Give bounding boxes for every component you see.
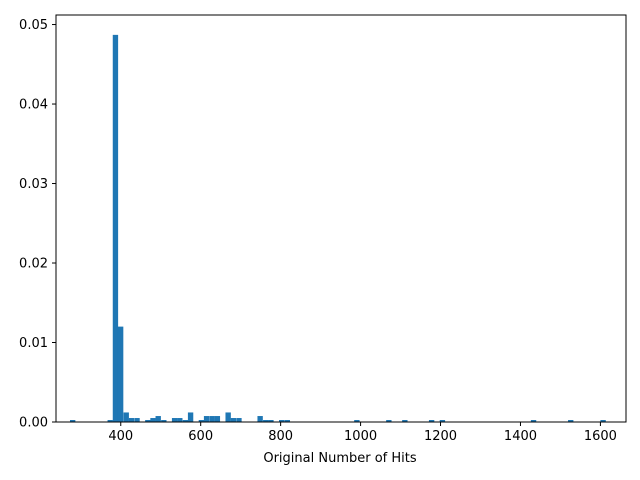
histogram-bar	[263, 420, 269, 422]
x-tick-label: 600	[188, 429, 213, 444]
histogram-bar	[236, 418, 242, 422]
histogram-bar	[187, 412, 194, 422]
histogram-bar	[145, 420, 151, 422]
x-axis-ticks: 400 600 800 1000 1200 1400 1600	[108, 422, 617, 444]
histogram-bar	[428, 420, 435, 422]
histogram-bar	[354, 420, 360, 422]
histogram-bar	[155, 416, 161, 422]
histogram-bar	[568, 420, 574, 422]
y-tick-label: 0.03	[19, 177, 48, 192]
histogram-bar	[171, 418, 178, 422]
histogram-bar	[284, 420, 290, 422]
histogram-bar	[117, 326, 124, 422]
x-tick-label: 1400	[504, 429, 537, 444]
histogram-bar	[161, 420, 167, 422]
histogram-bar	[439, 420, 446, 422]
y-tick-label: 0.04	[19, 98, 48, 113]
histogram-bar	[209, 416, 215, 422]
histogram-bar	[123, 412, 129, 422]
y-tick-label: 0.00	[19, 416, 48, 431]
histogram-bar	[257, 416, 263, 422]
histogram-bar	[203, 416, 210, 422]
histogram-bar	[112, 34, 119, 423]
histogram-bar	[107, 420, 113, 422]
x-tick-label: 800	[268, 429, 293, 444]
histogram-bar	[600, 420, 606, 422]
histogram-bar	[134, 418, 140, 422]
y-tick-label: 0.05	[19, 18, 48, 33]
x-tick-label: 400	[108, 429, 133, 444]
histogram-bar	[279, 420, 285, 422]
histogram-bar	[386, 420, 392, 422]
histogram-bar	[214, 416, 221, 422]
plot-frame	[55, 14, 627, 423]
x-tick-label: 1600	[584, 429, 617, 444]
histogram-bar	[128, 418, 135, 422]
bars-layer	[69, 34, 606, 423]
y-tick-label: 0.02	[19, 257, 48, 272]
x-tick-label: 1000	[344, 429, 377, 444]
y-axis-ticks: 0.00 0.01 0.02 0.03 0.04 0.05	[19, 18, 56, 431]
histogram-bar	[402, 420, 408, 422]
histogram-bar	[225, 412, 231, 422]
histogram-bar	[182, 420, 189, 422]
histogram-bar	[198, 420, 205, 422]
x-tick-label: 1200	[424, 429, 457, 444]
x-axis-title: Original Number of Hits	[263, 451, 417, 466]
histogram-bar	[150, 418, 156, 422]
y-tick-label: 0.01	[19, 336, 48, 351]
histogram-bar	[230, 418, 237, 422]
histogram-bar	[177, 418, 183, 422]
histogram-bar	[530, 420, 537, 422]
histogram-bar	[69, 420, 76, 422]
histogram-bar	[268, 420, 274, 422]
